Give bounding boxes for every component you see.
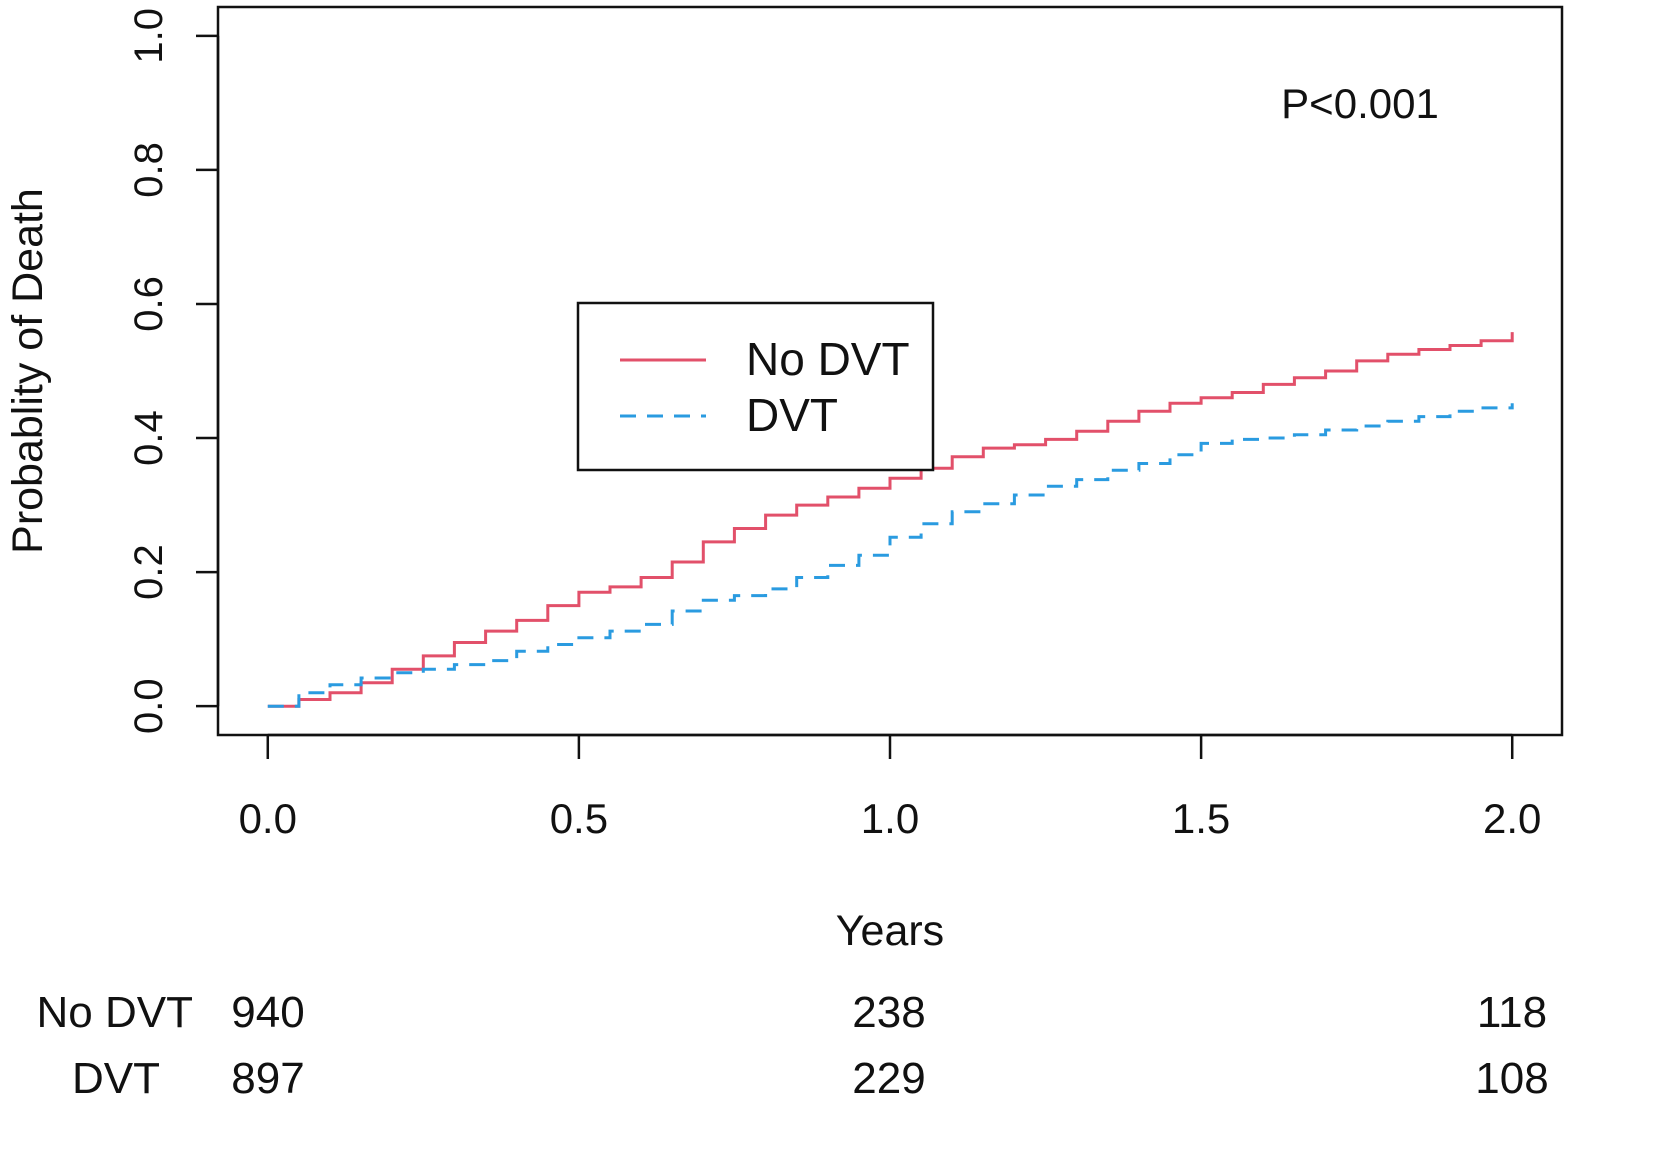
y-axis-title: Probablity of Death xyxy=(4,188,52,554)
legend-label-no-dvt: No DVT xyxy=(746,333,910,385)
y-tick-label: 1.0 xyxy=(127,8,171,64)
risk-count: 238 xyxy=(852,988,925,1037)
x-tick-label: 1.0 xyxy=(861,795,919,842)
y-tick-label: 0.8 xyxy=(127,142,171,198)
series-line-dvt xyxy=(267,403,1514,708)
y-tick-label: 0.2 xyxy=(127,544,171,600)
x-tick-label: 0.5 xyxy=(550,795,608,842)
x-tick-label: 2.0 xyxy=(1483,795,1541,842)
y-tick-label: 0.6 xyxy=(127,276,171,332)
risk-count: 897 xyxy=(231,1054,304,1103)
p-value-annotation: P<0.001 xyxy=(1281,80,1439,127)
risk-row-label: No DVT xyxy=(37,988,193,1037)
x-tick-label: 0.0 xyxy=(239,795,297,842)
x-tick-label: 1.5 xyxy=(1172,795,1230,842)
risk-row-label: DVT xyxy=(72,1054,160,1103)
risk-count: 940 xyxy=(231,988,304,1037)
legend: No DVT DVT xyxy=(576,301,935,472)
risk-count: 229 xyxy=(852,1054,925,1103)
legend-box xyxy=(576,301,935,472)
risk-count: 108 xyxy=(1475,1054,1548,1103)
x-axis: 0.0 0.5 1.0 1.5 2.0 xyxy=(239,733,1541,842)
risk-count: 118 xyxy=(1477,988,1547,1037)
legend-label-dvt: DVT xyxy=(746,389,838,441)
risk-table: No DVT 940 238 118 DVT 897 229 108 xyxy=(37,988,1549,1103)
y-axis: 0.0 0.2 0.4 0.6 0.8 1.0 xyxy=(127,8,220,734)
series-line-no-dvt xyxy=(267,332,1514,708)
y-tick-label: 0.4 xyxy=(127,410,171,466)
x-axis-title: Years xyxy=(836,907,944,955)
y-tick-label: 0.0 xyxy=(127,678,171,734)
series-layer xyxy=(267,332,1514,708)
